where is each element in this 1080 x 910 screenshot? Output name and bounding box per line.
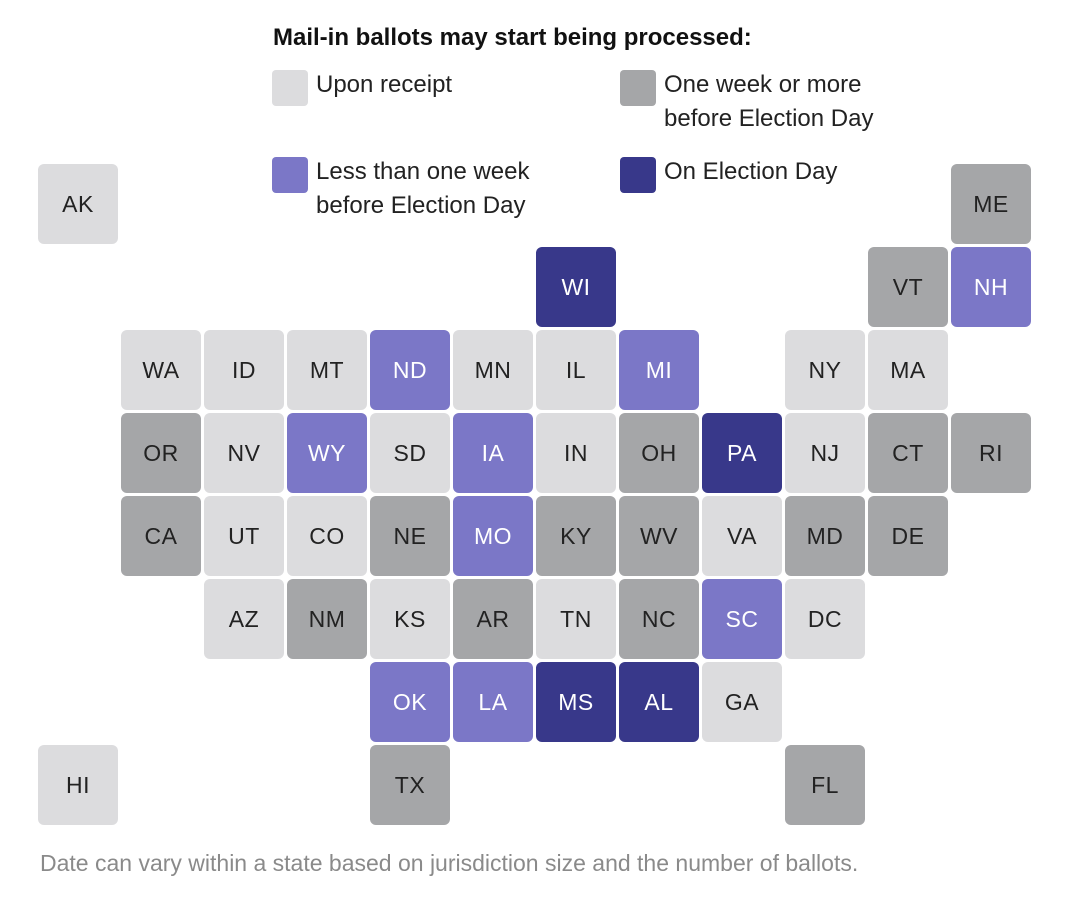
state-tile-wy: WY — [287, 413, 367, 493]
legend-label: Upon receipt — [316, 68, 452, 102]
state-tile-co: CO — [287, 496, 367, 576]
state-tile-ak: AK — [38, 164, 118, 244]
state-tile-dc: DC — [785, 579, 865, 659]
state-tile-ca: CA — [121, 496, 201, 576]
state-tile-mi: MI — [619, 330, 699, 410]
legend-label: On Election Day — [664, 155, 837, 189]
legend-item-week-or-more: One week or more before Election Day — [620, 70, 873, 136]
state-tile-id: ID — [204, 330, 284, 410]
state-tile-nv: NV — [204, 413, 284, 493]
state-tile-ne: NE — [370, 496, 450, 576]
state-tile-az: AZ — [204, 579, 284, 659]
state-tile-sc: SC — [702, 579, 782, 659]
legend-item-upon-receipt: Upon receipt — [272, 70, 452, 106]
state-tile-in: IN — [536, 413, 616, 493]
state-tile-mn: MN — [453, 330, 533, 410]
state-tile-tx: TX — [370, 745, 450, 825]
state-tile-mo: MO — [453, 496, 533, 576]
legend-label-line: One week or more — [664, 71, 862, 98]
legend-label-line: before Election Day — [664, 105, 874, 132]
state-tile-ri: RI — [951, 413, 1031, 493]
state-tile-de: DE — [868, 496, 948, 576]
state-tile-va: VA — [702, 496, 782, 576]
state-tile-me: ME — [951, 164, 1031, 244]
state-tile-oh: OH — [619, 413, 699, 493]
state-tile-vt: VT — [868, 247, 948, 327]
legend-label: Less than one week before Election Day — [316, 155, 529, 223]
state-tile-ga: GA — [702, 662, 782, 742]
legend-label-line: before Election Day — [316, 192, 526, 219]
state-tile-ar: AR — [453, 579, 533, 659]
state-tile-tn: TN — [536, 579, 616, 659]
state-tile-wa: WA — [121, 330, 201, 410]
state-tile-pa: PA — [702, 413, 782, 493]
state-tile-hi: HI — [38, 745, 118, 825]
state-tile-ok: OK — [370, 662, 450, 742]
legend-swatch — [272, 157, 308, 193]
map-title: Mail-in ballots may start being processe… — [273, 24, 752, 51]
legend-swatch — [620, 70, 656, 106]
state-tile-ct: CT — [868, 413, 948, 493]
state-tile-ky: KY — [536, 496, 616, 576]
state-tile-nc: NC — [619, 579, 699, 659]
state-tile-ks: KS — [370, 579, 450, 659]
legend-label: One week or more before Election Day — [664, 68, 873, 136]
state-tile-ny: NY — [785, 330, 865, 410]
state-tile-ms: MS — [536, 662, 616, 742]
state-tile-nh: NH — [951, 247, 1031, 327]
state-tile-nj: NJ — [785, 413, 865, 493]
state-tile-il: IL — [536, 330, 616, 410]
state-tile-nd: ND — [370, 330, 450, 410]
legend-swatch — [272, 70, 308, 106]
state-tile-wv: WV — [619, 496, 699, 576]
legend-label-line: Upon receipt — [316, 71, 453, 98]
state-tile-ut: UT — [204, 496, 284, 576]
state-tile-sd: SD — [370, 413, 450, 493]
state-tile-md: MD — [785, 496, 865, 576]
state-tile-fl: FL — [785, 745, 865, 825]
footnote: Date can vary within a state based on ju… — [40, 850, 859, 876]
state-tile-or: OR — [121, 413, 201, 493]
legend-item-election-day: On Election Day — [620, 157, 837, 193]
state-tile-ia: IA — [453, 413, 533, 493]
state-tile-mt: MT — [287, 330, 367, 410]
state-tile-la: LA — [453, 662, 533, 742]
state-tile-ma: MA — [868, 330, 948, 410]
legend-label-line: On Election Day — [664, 158, 838, 185]
state-tile-nm: NM — [287, 579, 367, 659]
state-tile-al: AL — [619, 662, 699, 742]
legend-swatch — [620, 157, 656, 193]
legend-item-less-than-week: Less than one week before Election Day — [272, 157, 529, 223]
legend-label-line: Less than one week — [316, 158, 530, 185]
state-tile-wi: WI — [536, 247, 616, 327]
